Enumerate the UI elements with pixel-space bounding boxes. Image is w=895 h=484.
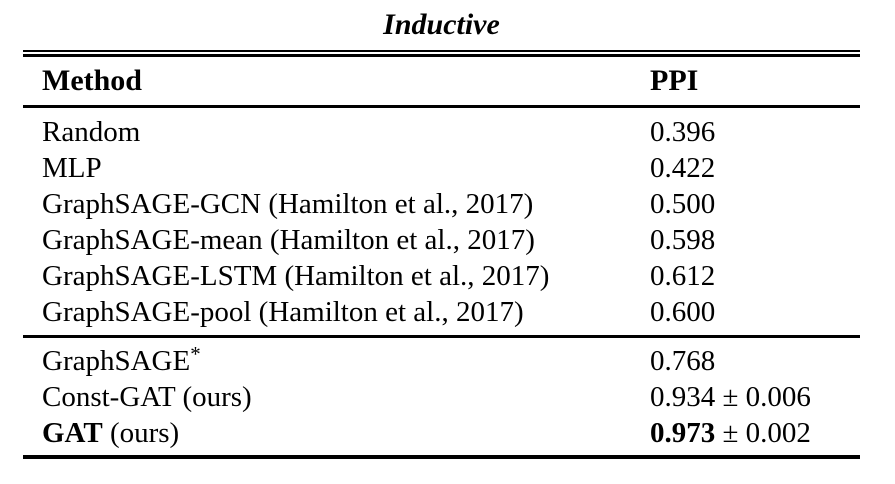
ppi-cell: 0.973 ± 0.002 bbox=[650, 415, 860, 451]
text-segment: 0.973 bbox=[650, 417, 716, 449]
ppi-cell: 0.600 bbox=[650, 294, 860, 330]
text-segment: 0.934 ± 0.006 bbox=[650, 381, 811, 413]
method-cell: GraphSAGE* bbox=[23, 343, 650, 379]
results-table: Inductive Method PPI Random 0.396 MLP 0.422… bbox=[23, 0, 860, 459]
baseline-rows-section: Random 0.396 MLP 0.422 GraphSAGE-GCN (Hamilt… bbox=[23, 108, 860, 335]
header-row: Method PPI bbox=[23, 57, 860, 105]
table-row: Random 0.396 bbox=[23, 114, 860, 150]
text-segment: GraphSAGE-GCN (Hamilton et al., 2017) bbox=[42, 188, 534, 220]
ppi-cell: 0.768 bbox=[650, 343, 860, 379]
method-cell: Random bbox=[23, 114, 650, 150]
table-row: MLP 0.422 bbox=[23, 150, 860, 186]
gat-rows-section: GraphSAGE* 0.768 Const-GAT (ours) 0.934 ± 0… bbox=[23, 338, 860, 455]
ppi-cell: 0.422 bbox=[650, 150, 860, 186]
table-row: GraphSAGE-GCN (Hamilton et al., 2017) 0.5… bbox=[23, 186, 860, 222]
text-segment: ± 0.002 bbox=[715, 417, 811, 449]
table-row: GAT (ours) 0.973 ± 0.002 bbox=[23, 415, 860, 451]
method-cell: GAT (ours) bbox=[23, 415, 650, 451]
table-row: GraphSAGE-mean (Hamilton et al., 2017) 0.… bbox=[23, 222, 860, 258]
text-segment: MLP bbox=[42, 152, 102, 184]
method-cell: Const-GAT (ours) bbox=[23, 379, 650, 415]
header-rule bbox=[23, 105, 860, 108]
ppi-cell: 0.612 bbox=[650, 258, 860, 294]
ppi-cell: 0.396 bbox=[650, 114, 860, 150]
table-row: Const-GAT (ours) 0.934 ± 0.006 bbox=[23, 379, 860, 415]
method-cell: GraphSAGE-LSTM (Hamilton et al., 2017) bbox=[23, 258, 650, 294]
bottom-rule bbox=[23, 455, 860, 459]
top-rule bbox=[23, 50, 860, 57]
text-segment: 0.598 bbox=[650, 224, 716, 256]
ppi-cell: 0.500 bbox=[650, 186, 860, 222]
ppi-cell: 0.598 bbox=[650, 222, 860, 258]
method-cell: MLP bbox=[23, 150, 650, 186]
text-segment: * bbox=[190, 342, 201, 366]
method-cell: GraphSAGE-mean (Hamilton et al., 2017) bbox=[23, 222, 650, 258]
text-segment: 0.500 bbox=[650, 188, 716, 220]
table-row: GraphSAGE* 0.768 bbox=[23, 343, 860, 379]
text-segment: GAT bbox=[42, 417, 103, 449]
text-segment: GraphSAGE-mean (Hamilton et al., 2017) bbox=[42, 224, 535, 256]
text-segment: Random bbox=[42, 116, 141, 148]
text-segment: (ours) bbox=[102, 417, 180, 449]
text-segment: GraphSAGE-pool (Hamilton et al., 2017) bbox=[42, 296, 524, 328]
ppi-cell: 0.934 ± 0.006 bbox=[650, 379, 860, 415]
method-cell: GraphSAGE-GCN (Hamilton et al., 2017) bbox=[23, 186, 650, 222]
text-segment: GraphSAGE-LSTM (Hamilton et al., 2017) bbox=[42, 260, 550, 292]
table-title: Inductive bbox=[383, 8, 500, 41]
text-segment: 0.768 bbox=[650, 345, 716, 377]
text-segment: GraphSAGE bbox=[42, 345, 191, 377]
text-segment: Const-GAT (ours) bbox=[42, 381, 252, 413]
table-row: GraphSAGE-pool (Hamilton et al., 2017) 0.… bbox=[23, 294, 860, 330]
section-divider-rule bbox=[23, 335, 860, 338]
text-segment: 0.422 bbox=[650, 152, 716, 184]
text-segment: 0.600 bbox=[650, 296, 716, 328]
method-column-header: Method bbox=[42, 64, 142, 97]
text-segment: 0.396 bbox=[650, 116, 716, 148]
method-cell: GraphSAGE-pool (Hamilton et al., 2017) bbox=[23, 294, 650, 330]
table-row: GraphSAGE-LSTM (Hamilton et al., 2017) 0.… bbox=[23, 258, 860, 294]
ppi-column-header: PPI bbox=[650, 64, 699, 97]
text-segment: 0.612 bbox=[650, 260, 716, 292]
